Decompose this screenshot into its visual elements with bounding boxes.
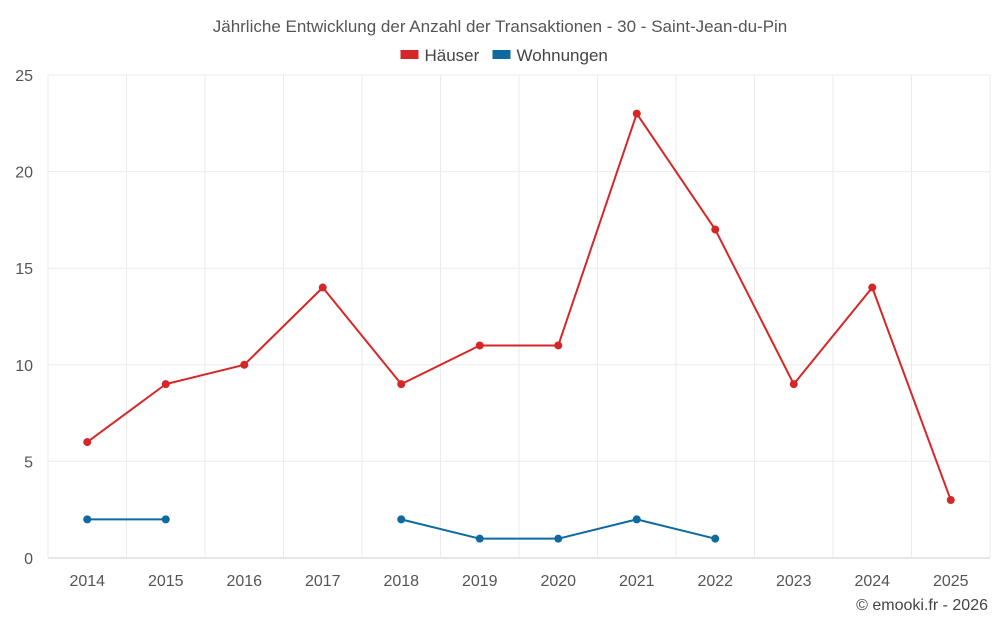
x-tick-label: 2020	[540, 573, 576, 590]
data-point	[83, 515, 92, 524]
chart-title: Jährliche Entwicklung der Anzahl der Tra…	[213, 17, 788, 36]
data-point	[789, 380, 798, 389]
y-tick-label: 25	[15, 68, 33, 85]
y-tick-label: 10	[15, 358, 33, 375]
data-point	[161, 380, 170, 389]
x-tick-label: 2023	[776, 573, 812, 590]
x-tick-label: 2014	[69, 573, 105, 590]
y-tick-label: 20	[15, 165, 33, 182]
x-tick-label: 2015	[148, 573, 184, 590]
data-point	[554, 341, 563, 350]
series-1	[83, 109, 955, 505]
data-point	[475, 534, 484, 543]
legend-swatch	[492, 50, 511, 59]
grid	[47, 74, 991, 559]
y-tick-label: 15	[15, 261, 33, 278]
legend: Häuser Wohnungen	[400, 46, 608, 65]
data-point	[83, 438, 92, 447]
y-tick-label: 5	[24, 454, 33, 471]
legend-label: Häuser	[425, 46, 480, 65]
x-tick-label: 2018	[383, 573, 419, 590]
data-point	[397, 515, 406, 524]
legend-label: Wohnungen	[517, 46, 608, 65]
y-axis: 0 5 10 15 20 25	[15, 68, 33, 568]
x-tick-label: 2016	[226, 573, 262, 590]
legend-item-1: Häuser	[400, 46, 480, 65]
x-tick-label: 2017	[305, 573, 341, 590]
x-tick-label: 2025	[933, 573, 969, 590]
x-tick-label: 2021	[619, 573, 655, 590]
data-point	[946, 496, 955, 505]
data-point	[711, 225, 720, 234]
legend-swatch	[400, 50, 419, 59]
data-point	[632, 109, 641, 118]
series-line-segment	[86, 112, 952, 501]
data-point	[161, 515, 170, 524]
series-2	[83, 515, 720, 543]
data-point	[554, 534, 563, 543]
data-point	[711, 534, 720, 543]
legend-item-2: Wohnungen	[492, 46, 608, 65]
data-point	[240, 360, 249, 369]
credit: © emooki.fr - 2026	[856, 597, 988, 614]
data-point	[632, 515, 641, 524]
data-point	[397, 380, 406, 389]
x-tick-label: 2022	[697, 573, 733, 590]
y-tick-label: 0	[24, 551, 33, 568]
x-tick-label: 2019	[462, 573, 498, 590]
series-layer	[83, 109, 955, 543]
x-axis: 2014 2015 2016 2017 2018 2019 2020 2021 2022 2023…	[69, 573, 968, 590]
data-point	[868, 283, 877, 292]
data-point	[475, 341, 484, 350]
x-tick-label: 2024	[854, 573, 890, 590]
data-point	[318, 283, 327, 292]
